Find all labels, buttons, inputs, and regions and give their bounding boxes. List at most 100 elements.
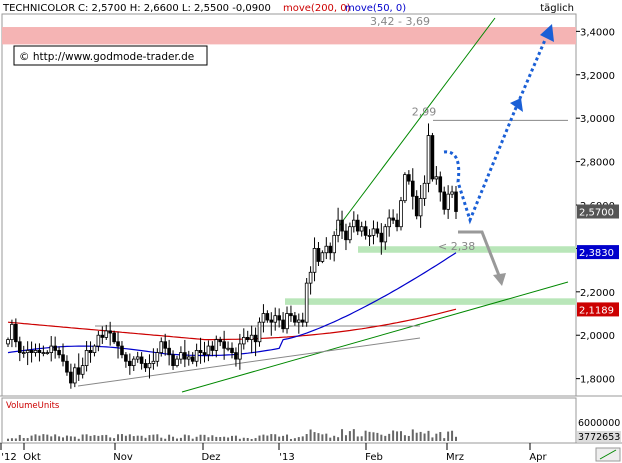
candle-body [312,248,317,273]
candle-body [434,176,439,180]
volume-bar [148,435,151,441]
volume-bar [278,436,281,441]
candle-body [418,198,423,217]
volume-bar [65,435,68,441]
volume-bar [54,434,57,441]
candle-body [454,191,458,212]
volume-bar [215,436,218,441]
volume-bar [93,435,96,441]
volume-bar [455,436,457,441]
volume-bar [69,436,72,441]
volume-last-label: 3772653 [578,432,620,443]
volume-bar [270,434,273,441]
old-support-line [77,337,421,387]
volume-bar [289,438,292,441]
candle-body [375,228,380,234]
candle-body [175,358,179,367]
candle-body [206,345,211,356]
ma50-legend: move(50, 0) [345,3,406,14]
candle-body [116,341,120,347]
volume-bar [211,435,214,441]
volume-bar [254,438,257,441]
candle-body [92,345,97,353]
volume-bar [231,435,233,441]
candle-body [363,226,368,236]
candle-body [84,350,89,367]
arrow-head-down [493,273,506,286]
candle-body [450,191,454,195]
candle-body [6,339,10,345]
volume-bar [7,438,9,441]
candle-body [159,341,164,353]
volume-bar [85,434,88,441]
candle-body [391,217,395,221]
candle-body [340,219,344,232]
volume-bar [168,434,171,441]
volume-bar [246,438,249,441]
candle-body [265,313,270,321]
volume-bar [22,438,25,441]
volume-bar [309,429,312,441]
volume-bar [46,434,49,441]
x-axis: '12 Okt Nov Dez '13 Feb Mrz Apr [0,443,548,463]
x-tick-label: '13 [279,452,294,463]
candle-body [128,360,132,367]
candle-body [332,234,336,254]
x-tick-label: Nov [113,452,133,463]
candle-body [88,350,93,353]
volume-bar [223,436,226,441]
support-zone-lower [285,298,576,305]
candle-body [41,352,46,354]
candle-body [383,226,388,243]
volume-bar [368,431,371,441]
arrow-head-up-1 [510,98,523,112]
volume-bar [42,434,45,441]
candle-body [324,245,329,254]
volume-bar [238,438,241,441]
x-tick-label: Mrz [446,452,464,463]
volume-bar [97,435,100,441]
candle-body [198,350,203,353]
candle-body [139,356,144,364]
volume-bar [179,437,182,441]
volume-bar [372,432,375,441]
volume-bar [447,431,450,441]
high-label: 2,99 [412,105,437,118]
candle-body [257,321,262,343]
volume-bar [258,435,261,441]
candle-body [281,319,285,330]
volume-bar [348,431,351,441]
candle-body [446,193,450,210]
candle-body [328,245,333,254]
volume-bar [30,435,33,441]
candle-body [359,226,364,232]
candle-body [147,363,152,369]
candle-body [218,339,223,343]
candle-body [261,313,266,323]
volume-bar [132,436,135,441]
volume-bar [431,437,434,441]
volume-bar [266,435,269,441]
volume-bar [136,435,139,441]
volume-bar [242,437,245,441]
candle-body [245,336,250,340]
candle-body [249,334,254,340]
volume-bar [301,436,304,441]
volume-bar [399,431,402,441]
candle-body [190,356,195,362]
volume-bar [333,435,336,441]
volume-bar [427,430,430,441]
x-tick-label: Apr [529,452,547,463]
candle-body [25,350,30,353]
candle-body [414,195,419,217]
volume-bar [376,432,379,441]
candle-body [186,356,191,360]
candle-body [73,367,77,384]
volume-bar [360,436,363,441]
volume-bar [305,434,308,441]
candle-body [120,345,124,356]
volume-bar [388,433,391,441]
volume-bar [140,435,143,441]
candle-body [253,334,258,343]
volume-bar [50,436,53,441]
